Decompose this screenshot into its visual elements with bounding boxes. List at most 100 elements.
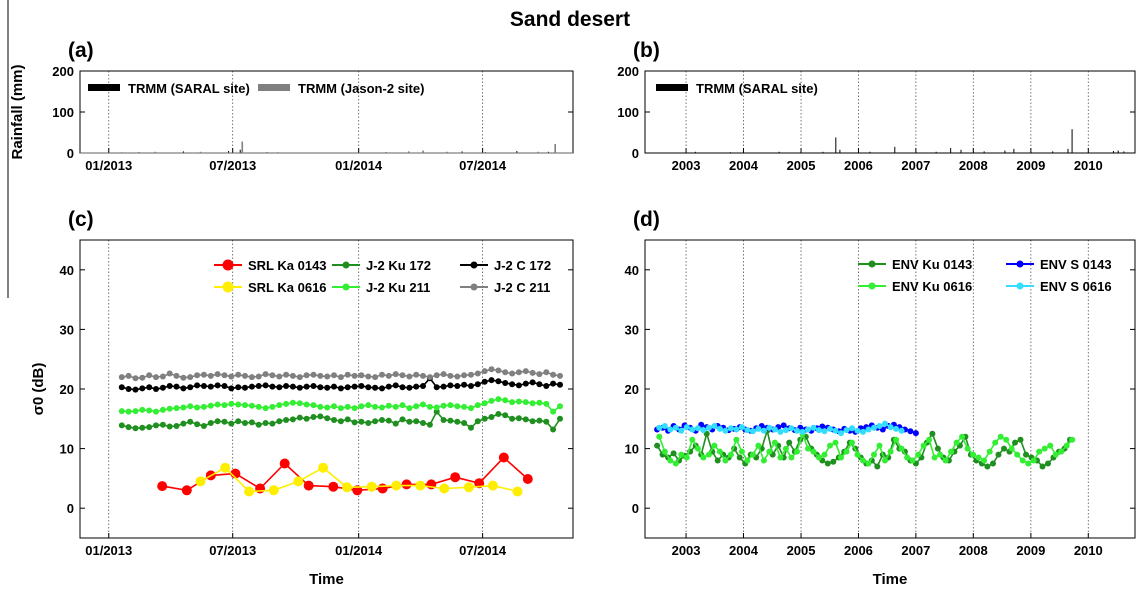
legend-label: ENV S 0143 [1040, 257, 1112, 272]
data-point [366, 481, 377, 492]
data-point [166, 370, 173, 377]
data-point [495, 396, 502, 403]
data-point [220, 462, 231, 473]
data-point [959, 433, 966, 440]
data-point [931, 454, 938, 461]
data-point [667, 457, 674, 464]
data-point [474, 381, 481, 388]
data-point [488, 366, 495, 373]
legend-marker [342, 261, 350, 269]
data-point [876, 423, 883, 429]
legend-label: TRMM (Jason-2 site) [298, 81, 424, 96]
data-point [788, 425, 795, 432]
data-point [248, 419, 255, 426]
data-point [722, 457, 729, 464]
data-point [377, 483, 388, 494]
data-point [331, 403, 337, 410]
data-point [722, 427, 729, 434]
data-point [310, 371, 317, 378]
data-point [705, 424, 712, 431]
y-tick-label: 100 [617, 105, 639, 120]
data-point [816, 454, 822, 461]
data-point [351, 419, 358, 426]
data-point [293, 476, 304, 487]
x-axis-label: Time [309, 571, 344, 588]
panel-label: (d) [633, 208, 660, 231]
data-point [296, 400, 303, 407]
data-point [379, 385, 385, 392]
data-point [463, 482, 474, 493]
legend: TRMM (SARAL site) [656, 81, 818, 96]
data-point [672, 460, 679, 467]
data-point [159, 406, 166, 413]
data-point [468, 405, 474, 412]
data-point [766, 424, 773, 431]
data-point [344, 371, 351, 378]
data-point [358, 383, 365, 389]
y-axis-label: σ0 (dB) [30, 363, 47, 416]
data-point [481, 400, 488, 407]
data-point [331, 383, 337, 390]
data-point [1003, 436, 1010, 443]
data-point [887, 448, 894, 455]
data-point [426, 421, 433, 428]
legend-label: J-2 C 211 [494, 280, 550, 295]
data-point [898, 427, 905, 434]
legend-swatch [656, 84, 688, 91]
data-point [788, 454, 795, 461]
data-point [893, 436, 900, 443]
data-point [157, 481, 168, 492]
data-point [794, 427, 800, 434]
data-point [771, 439, 778, 446]
data-point [180, 374, 187, 381]
data-point [255, 483, 266, 494]
y-tick-label: 10 [60, 442, 74, 457]
x-tick-label: 2009 [1016, 158, 1045, 173]
data-point [461, 381, 468, 388]
series-j-2-c-211 [118, 366, 563, 382]
data-point [920, 442, 927, 449]
data-point [242, 384, 248, 391]
data-point [970, 451, 977, 458]
data-point [468, 371, 474, 378]
data-point [132, 375, 139, 382]
data-point [495, 378, 502, 385]
data-point [289, 372, 296, 379]
data-point [474, 402, 481, 409]
data-point [303, 383, 310, 390]
data-point [365, 402, 372, 409]
data-point [738, 424, 745, 431]
data-point [153, 408, 159, 415]
data-point [440, 371, 447, 378]
data-point [200, 383, 207, 389]
data-point [187, 374, 194, 381]
data-point [907, 428, 914, 435]
data-point [1017, 436, 1024, 443]
data-point [331, 372, 337, 379]
data-point [683, 424, 690, 431]
x-tick-label: 2008 [959, 158, 988, 173]
data-point [454, 373, 461, 380]
data-point [385, 402, 392, 409]
data-point [887, 424, 894, 431]
data-point [515, 415, 522, 422]
data-point [777, 454, 784, 461]
data-point [351, 405, 358, 412]
x-tick-label: 2003 [672, 543, 701, 558]
data-point [399, 402, 406, 409]
legend: SRL Ka 0143 SRL Ka 0616 J-2 Ku 172 J-2 Ku 2… [214, 258, 551, 295]
data-point [276, 373, 283, 380]
data-point [782, 445, 789, 452]
series-trmm-saral-site- [645, 129, 1135, 154]
y-tick-label: 10 [625, 442, 639, 457]
data-point [187, 403, 194, 410]
data-point [173, 383, 180, 390]
data-point [502, 369, 509, 376]
data-point [166, 383, 173, 389]
data-point [661, 448, 668, 455]
data-point [550, 380, 557, 387]
data-point [146, 384, 153, 391]
data-point [727, 451, 734, 458]
data-point [454, 403, 461, 410]
data-point [221, 383, 228, 389]
